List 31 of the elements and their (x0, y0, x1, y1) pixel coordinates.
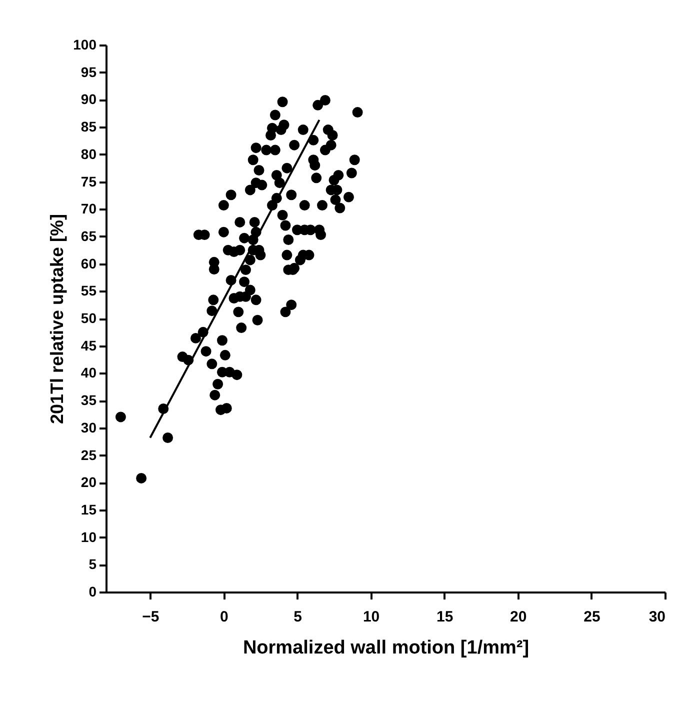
y-tick-label: 85 (80, 118, 97, 135)
y-tick-label: 55 (80, 282, 97, 299)
y-tick-label: 75 (80, 173, 97, 190)
y-tick-label: 25 (80, 446, 97, 463)
y-tick-label: 95 (80, 64, 97, 80)
y-tick-label: 50 (80, 310, 97, 326)
x-tick-label: 25 (584, 608, 600, 626)
y-tick-label: 80 (80, 146, 97, 162)
x-tick-label: 0 (220, 608, 228, 626)
x-tick-label: 15 (436, 608, 454, 626)
x-tick-label: 20 (510, 608, 527, 626)
y-tick-label: 100 (73, 36, 97, 52)
y-tick-label: 65 (80, 228, 97, 244)
y-tick-label: 5 (88, 556, 97, 572)
x-axis-title: Normalized wall motion [1/mm²] (242, 638, 530, 658)
y-tick-label: 10 (80, 528, 97, 545)
y-tick-label: 35 (80, 392, 97, 408)
x-tick-label: 10 (362, 608, 380, 626)
y-tick-label: 40 (80, 364, 97, 381)
y-tick-label: 90 (80, 91, 97, 108)
y-axis-title: 201Tl relative uptake [%] (47, 214, 68, 424)
x-tick-label: −5 (142, 608, 160, 626)
y-tick-label: 0 (88, 584, 97, 600)
y-tick-label: 30 (80, 419, 97, 436)
y-tick-label: 45 (80, 337, 97, 354)
x-tick-label: 30 (648, 608, 666, 626)
y-tick-label: 70 (80, 200, 97, 217)
y-tick-label: 15 (80, 501, 97, 518)
x-tick-label: 5 (294, 608, 302, 626)
y-tick-label: 60 (80, 255, 97, 272)
y-tick-label: 20 (80, 474, 97, 490)
